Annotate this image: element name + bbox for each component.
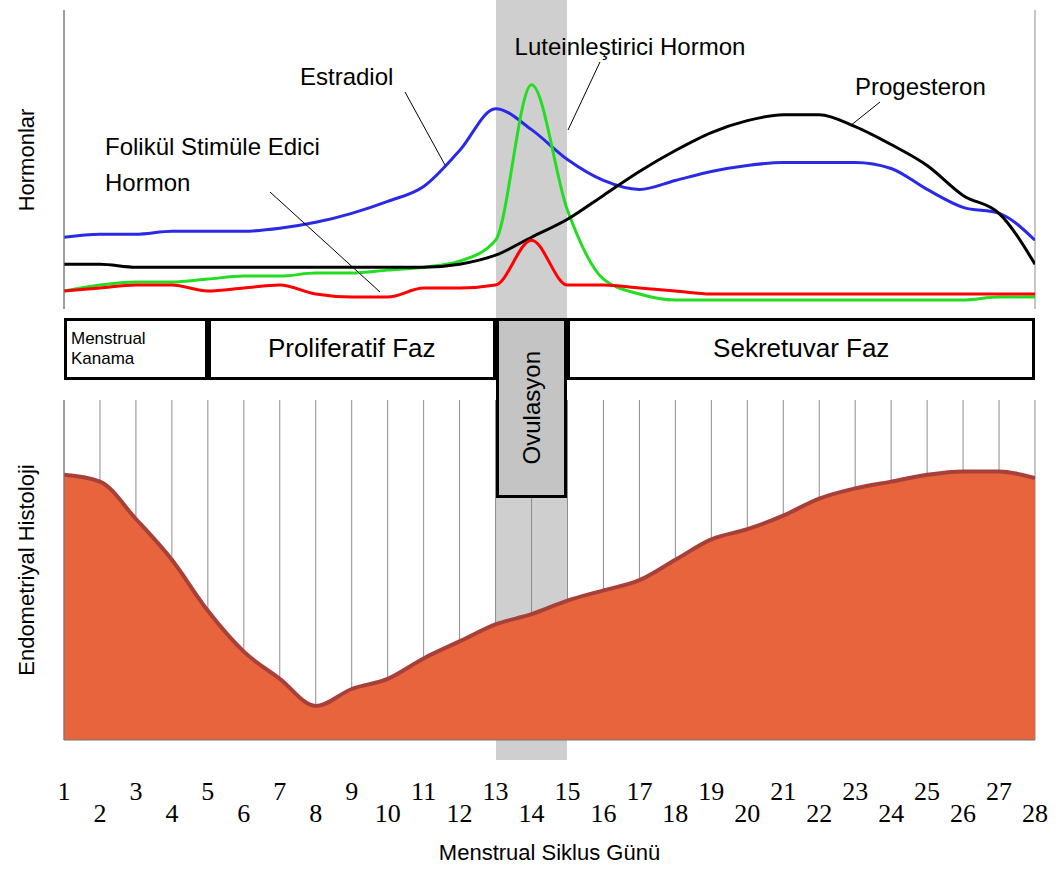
svg-text:5: 5: [201, 777, 214, 806]
svg-text:22: 22: [806, 799, 832, 828]
svg-text:9: 9: [345, 777, 358, 806]
svg-text:14: 14: [519, 799, 545, 828]
svg-text:23: 23: [842, 777, 868, 806]
svg-text:Hormonlar: Hormonlar: [14, 109, 39, 212]
svg-text:4: 4: [165, 799, 178, 828]
svg-text:27: 27: [986, 777, 1012, 806]
svg-text:18: 18: [662, 799, 688, 828]
svg-text:6: 6: [237, 799, 250, 828]
html-text:Ovulasyon: Ovulasyon: [517, 351, 545, 465]
svg-text:28: 28: [1022, 799, 1048, 828]
svg-text:17: 17: [626, 777, 652, 806]
svg-text:Estradiol: Estradiol: [300, 63, 393, 90]
html-text:Sekretuvar Faz: Sekretuvar Faz: [713, 333, 890, 363]
svg-text:1: 1: [58, 777, 71, 806]
svg-text:15: 15: [554, 777, 580, 806]
svg-text:24: 24: [878, 799, 904, 828]
svg-text:21: 21: [770, 777, 796, 806]
svg-text:19: 19: [698, 777, 724, 806]
svg-text:11: 11: [411, 777, 436, 806]
svg-text:10: 10: [375, 799, 401, 828]
svg-text:8: 8: [309, 799, 322, 828]
svg-text:20: 20: [734, 799, 760, 828]
svg-text:Progesteron: Progesteron: [855, 73, 986, 100]
svg-text:26: 26: [950, 799, 976, 828]
svg-text:25: 25: [914, 777, 940, 806]
svg-text:12: 12: [447, 799, 473, 828]
svg-text:Luteinleştirici Hormon: Luteinleştirici Hormon: [515, 33, 746, 60]
svg-text:Menstrual Siklus Günü: Menstrual Siklus Günü: [439, 840, 660, 865]
svg-text:Endometriyal Histoloji: Endometriyal Histoloji: [14, 464, 39, 676]
svg-text:2: 2: [93, 799, 106, 828]
svg-text:3: 3: [129, 777, 142, 806]
html-text:Proliferatif Faz: Proliferatif Faz: [267, 333, 436, 363]
svg-text:Folikül Stimüle Edici: Folikül Stimüle Edici: [105, 133, 320, 160]
svg-text:7: 7: [273, 777, 286, 806]
svg-text:16: 16: [590, 799, 616, 828]
svg-text:Hormon: Hormon: [105, 169, 190, 196]
html-text:Menstrual Kanama: Menstrual Kanama: [71, 329, 146, 368]
svg-text:13: 13: [483, 777, 509, 806]
